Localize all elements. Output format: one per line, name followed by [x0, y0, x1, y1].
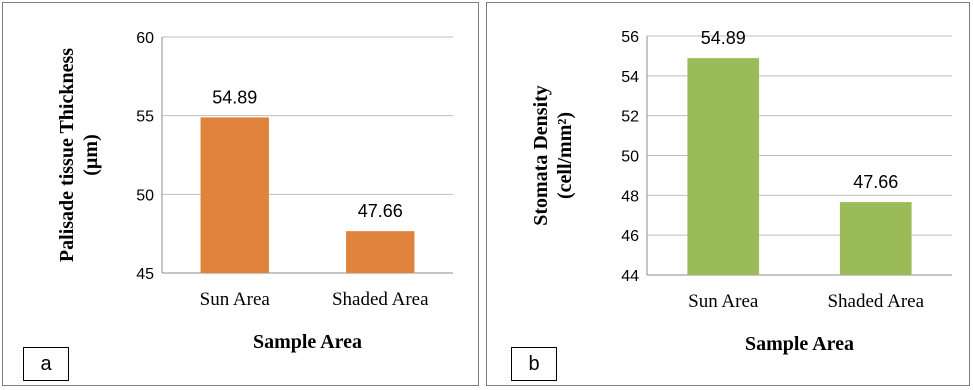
x-category-label: Sun Area	[688, 291, 759, 312]
x-category-label: Sun Area	[200, 289, 271, 310]
bar	[346, 231, 415, 273]
data-label: 54.89	[212, 87, 257, 107]
y-axis-title-line: (µm)	[80, 134, 102, 176]
bar	[687, 58, 760, 275]
x-category-label: Shaded Area	[332, 289, 429, 310]
y-axis-title-line: Palisade tissue Thickness	[56, 48, 78, 262]
y-tick-label: 44	[621, 268, 639, 285]
panel-label-b: b	[511, 347, 557, 381]
x-axis-title: Sample Area	[253, 331, 362, 353]
bar	[200, 117, 269, 273]
chart-b-svg: 44 46 48 50 52 54 56 54.89 Sun Area 47.66 Shaded A…	[530, 28, 952, 355]
data-label: 47.66	[853, 172, 898, 192]
y-tick-label: 45	[136, 266, 154, 283]
y-tick-label: 55	[136, 109, 154, 126]
chart-a-svg: 45 50 55 60 54.89 Sun Area 47.66 Shaded Area Sam…	[56, 30, 453, 353]
y-axis-title-line: Stomata Density	[530, 85, 552, 226]
y-axis-title-line: (cell/mm²)	[554, 112, 576, 199]
y-tick-label: 56	[621, 29, 639, 46]
x-category-label: Shaded Area	[827, 291, 924, 312]
x-axis-title: Sample Area	[745, 333, 854, 355]
y-tick-label: 60	[136, 30, 154, 47]
data-label: 47.66	[358, 201, 403, 221]
bar	[839, 202, 912, 275]
y-tick-label: 54	[621, 69, 639, 86]
y-tick-label: 48	[621, 188, 639, 205]
y-tick-label: 50	[621, 149, 639, 166]
chart-panel-b: 44 46 48 50 52 54 56 54.89 Sun Area 47.66 Shaded A…	[486, 2, 970, 386]
chart-panel-a: 45 50 55 60 54.89 Sun Area 47.66 Shaded Area Sam…	[2, 2, 479, 386]
data-label: 54.89	[701, 28, 746, 48]
y-tick-label: 52	[621, 109, 639, 126]
panel-label-a: a	[23, 347, 69, 381]
y-tick-label: 50	[136, 187, 154, 204]
y-tick-label: 46	[621, 228, 639, 245]
